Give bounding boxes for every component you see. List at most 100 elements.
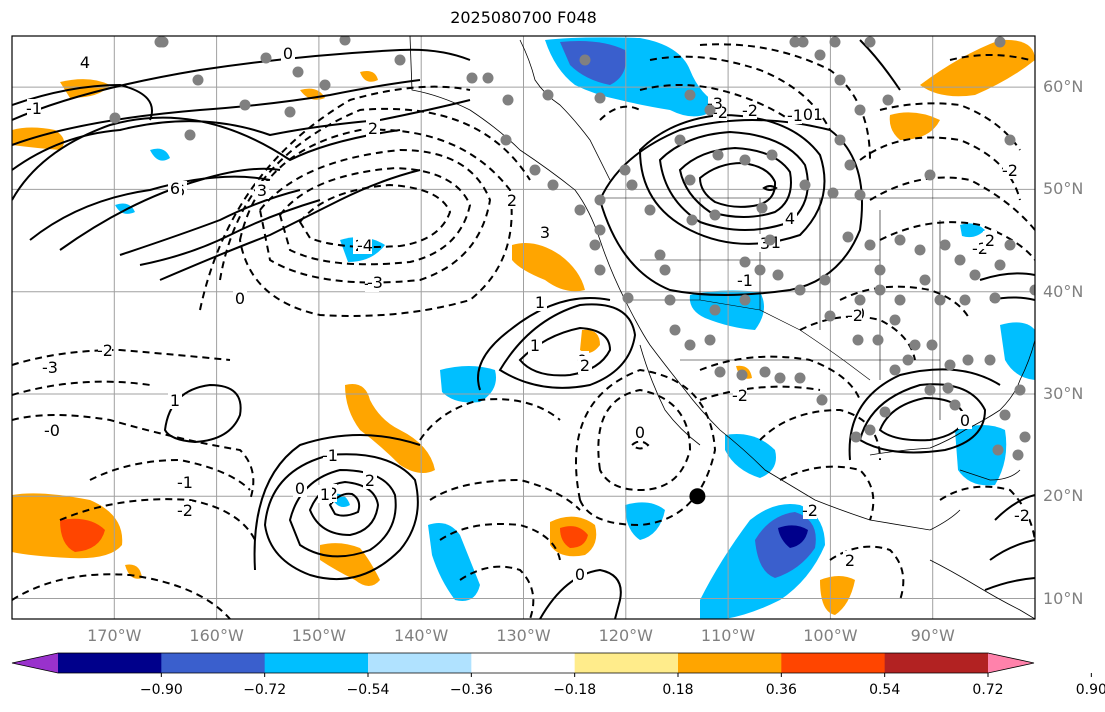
contour-label-background [27, 99, 41, 117]
station-dot [712, 149, 724, 161]
positive-area [560, 526, 588, 548]
contour-label: -2 [1002, 161, 1018, 180]
positive-area [920, 39, 1035, 97]
negative-area [428, 522, 480, 601]
station-dot [654, 249, 666, 261]
station-dot [984, 354, 996, 366]
map-title: 2025080700 F048 [450, 8, 597, 27]
colorbar-tick-label: 0.36 [765, 682, 797, 698]
colorbar-tick-label: 0.72 [972, 682, 1004, 698]
contour-label: -2 [742, 101, 758, 120]
station-dot [992, 444, 1004, 456]
station-dot [999, 409, 1011, 421]
longitude-label: 120°W [598, 626, 653, 645]
station-dot [766, 149, 778, 161]
contour-label-background [743, 101, 757, 119]
station-dot [954, 254, 966, 266]
negative-area [625, 502, 665, 540]
negative-area [150, 148, 170, 161]
longitude-label: 170°W [87, 626, 142, 645]
contour-label: -2 [177, 501, 193, 520]
graticule [12, 36, 1035, 619]
station-dot [864, 239, 876, 251]
station-dot [962, 354, 974, 366]
positive-area [889, 112, 940, 140]
contour-label: 1 [320, 485, 330, 504]
colorbar-segment [678, 653, 782, 673]
contour-label-background [788, 106, 802, 124]
contour-label-background [43, 358, 57, 376]
station-dot [774, 372, 786, 384]
station-dot [754, 264, 766, 276]
contour-label: 0 [235, 289, 245, 308]
station-dots [109, 36, 1035, 461]
station-dot [889, 314, 901, 326]
station-dot [924, 384, 936, 396]
contour-label: -2 [97, 341, 113, 360]
station-dot [1004, 134, 1016, 146]
contour-label: -2 [732, 386, 748, 405]
contour-label-background [738, 271, 752, 289]
contour-label-layer: 012346-1-2-3-4-001230-1-2-2-102100-2-1-2… [26, 44, 1030, 584]
contour-label: -2 [1014, 506, 1030, 525]
colorbar-segment [781, 653, 886, 673]
station-dot [794, 372, 806, 384]
contour-label-background [783, 209, 797, 227]
station-dot [872, 334, 884, 346]
station-dot [284, 106, 296, 118]
contour-label-background [848, 306, 862, 324]
contour-label: 2 [580, 356, 590, 375]
station-dot [684, 174, 696, 186]
station-dot [834, 74, 846, 86]
station-dot [339, 36, 351, 46]
station-dot [1004, 239, 1016, 251]
longitude-label: 130°W [496, 626, 551, 645]
contour-label: 0 [960, 411, 970, 430]
contour-label-background [358, 236, 372, 254]
contour-label: -4 [357, 236, 373, 255]
colorbar [11, 652, 1092, 677]
contour-label: 3 [760, 234, 770, 253]
map-frame [11, 35, 1036, 620]
station-dot [594, 194, 606, 206]
station-dot [709, 209, 721, 221]
station-dot [1029, 284, 1035, 296]
station-dot [902, 354, 914, 366]
contour-label: 0 [575, 565, 585, 584]
contour-label: 0 [283, 44, 293, 63]
station-dot [1014, 384, 1026, 396]
contour-label-background [538, 223, 552, 241]
contour-label: 2 [985, 231, 995, 250]
station-dot [547, 179, 559, 191]
station-dot [502, 94, 514, 106]
contour-label-background [168, 179, 182, 197]
contour-label-background [366, 119, 380, 137]
positive-area [580, 329, 600, 354]
contour-label: 1 [530, 336, 540, 355]
negative-area [960, 223, 985, 238]
latitude-label: 40°N [1043, 281, 1084, 301]
station-dot [797, 36, 809, 48]
contour-label: 1 [535, 293, 545, 312]
station-dot [842, 231, 854, 243]
positive-area [820, 576, 855, 615]
station-dot [594, 92, 606, 104]
station-dot [184, 129, 196, 141]
station-dot [814, 49, 826, 61]
contour-label: 3 [257, 181, 267, 200]
station-dot [889, 364, 901, 376]
station-dot [704, 334, 716, 346]
contour-label: -1 [26, 99, 42, 118]
station-dot [529, 164, 541, 176]
station-dot [674, 134, 686, 146]
contour-label: 2 [507, 191, 517, 210]
station-dot [834, 134, 846, 146]
station-dot [799, 179, 811, 191]
colorbar-tick-label: −0.18 [553, 682, 597, 698]
colorbar-tick-label: 0.18 [662, 682, 694, 698]
station-dot [686, 214, 698, 226]
contour-label-background [363, 471, 377, 489]
contour-label: 2 [365, 471, 375, 490]
station-dot [292, 66, 304, 78]
